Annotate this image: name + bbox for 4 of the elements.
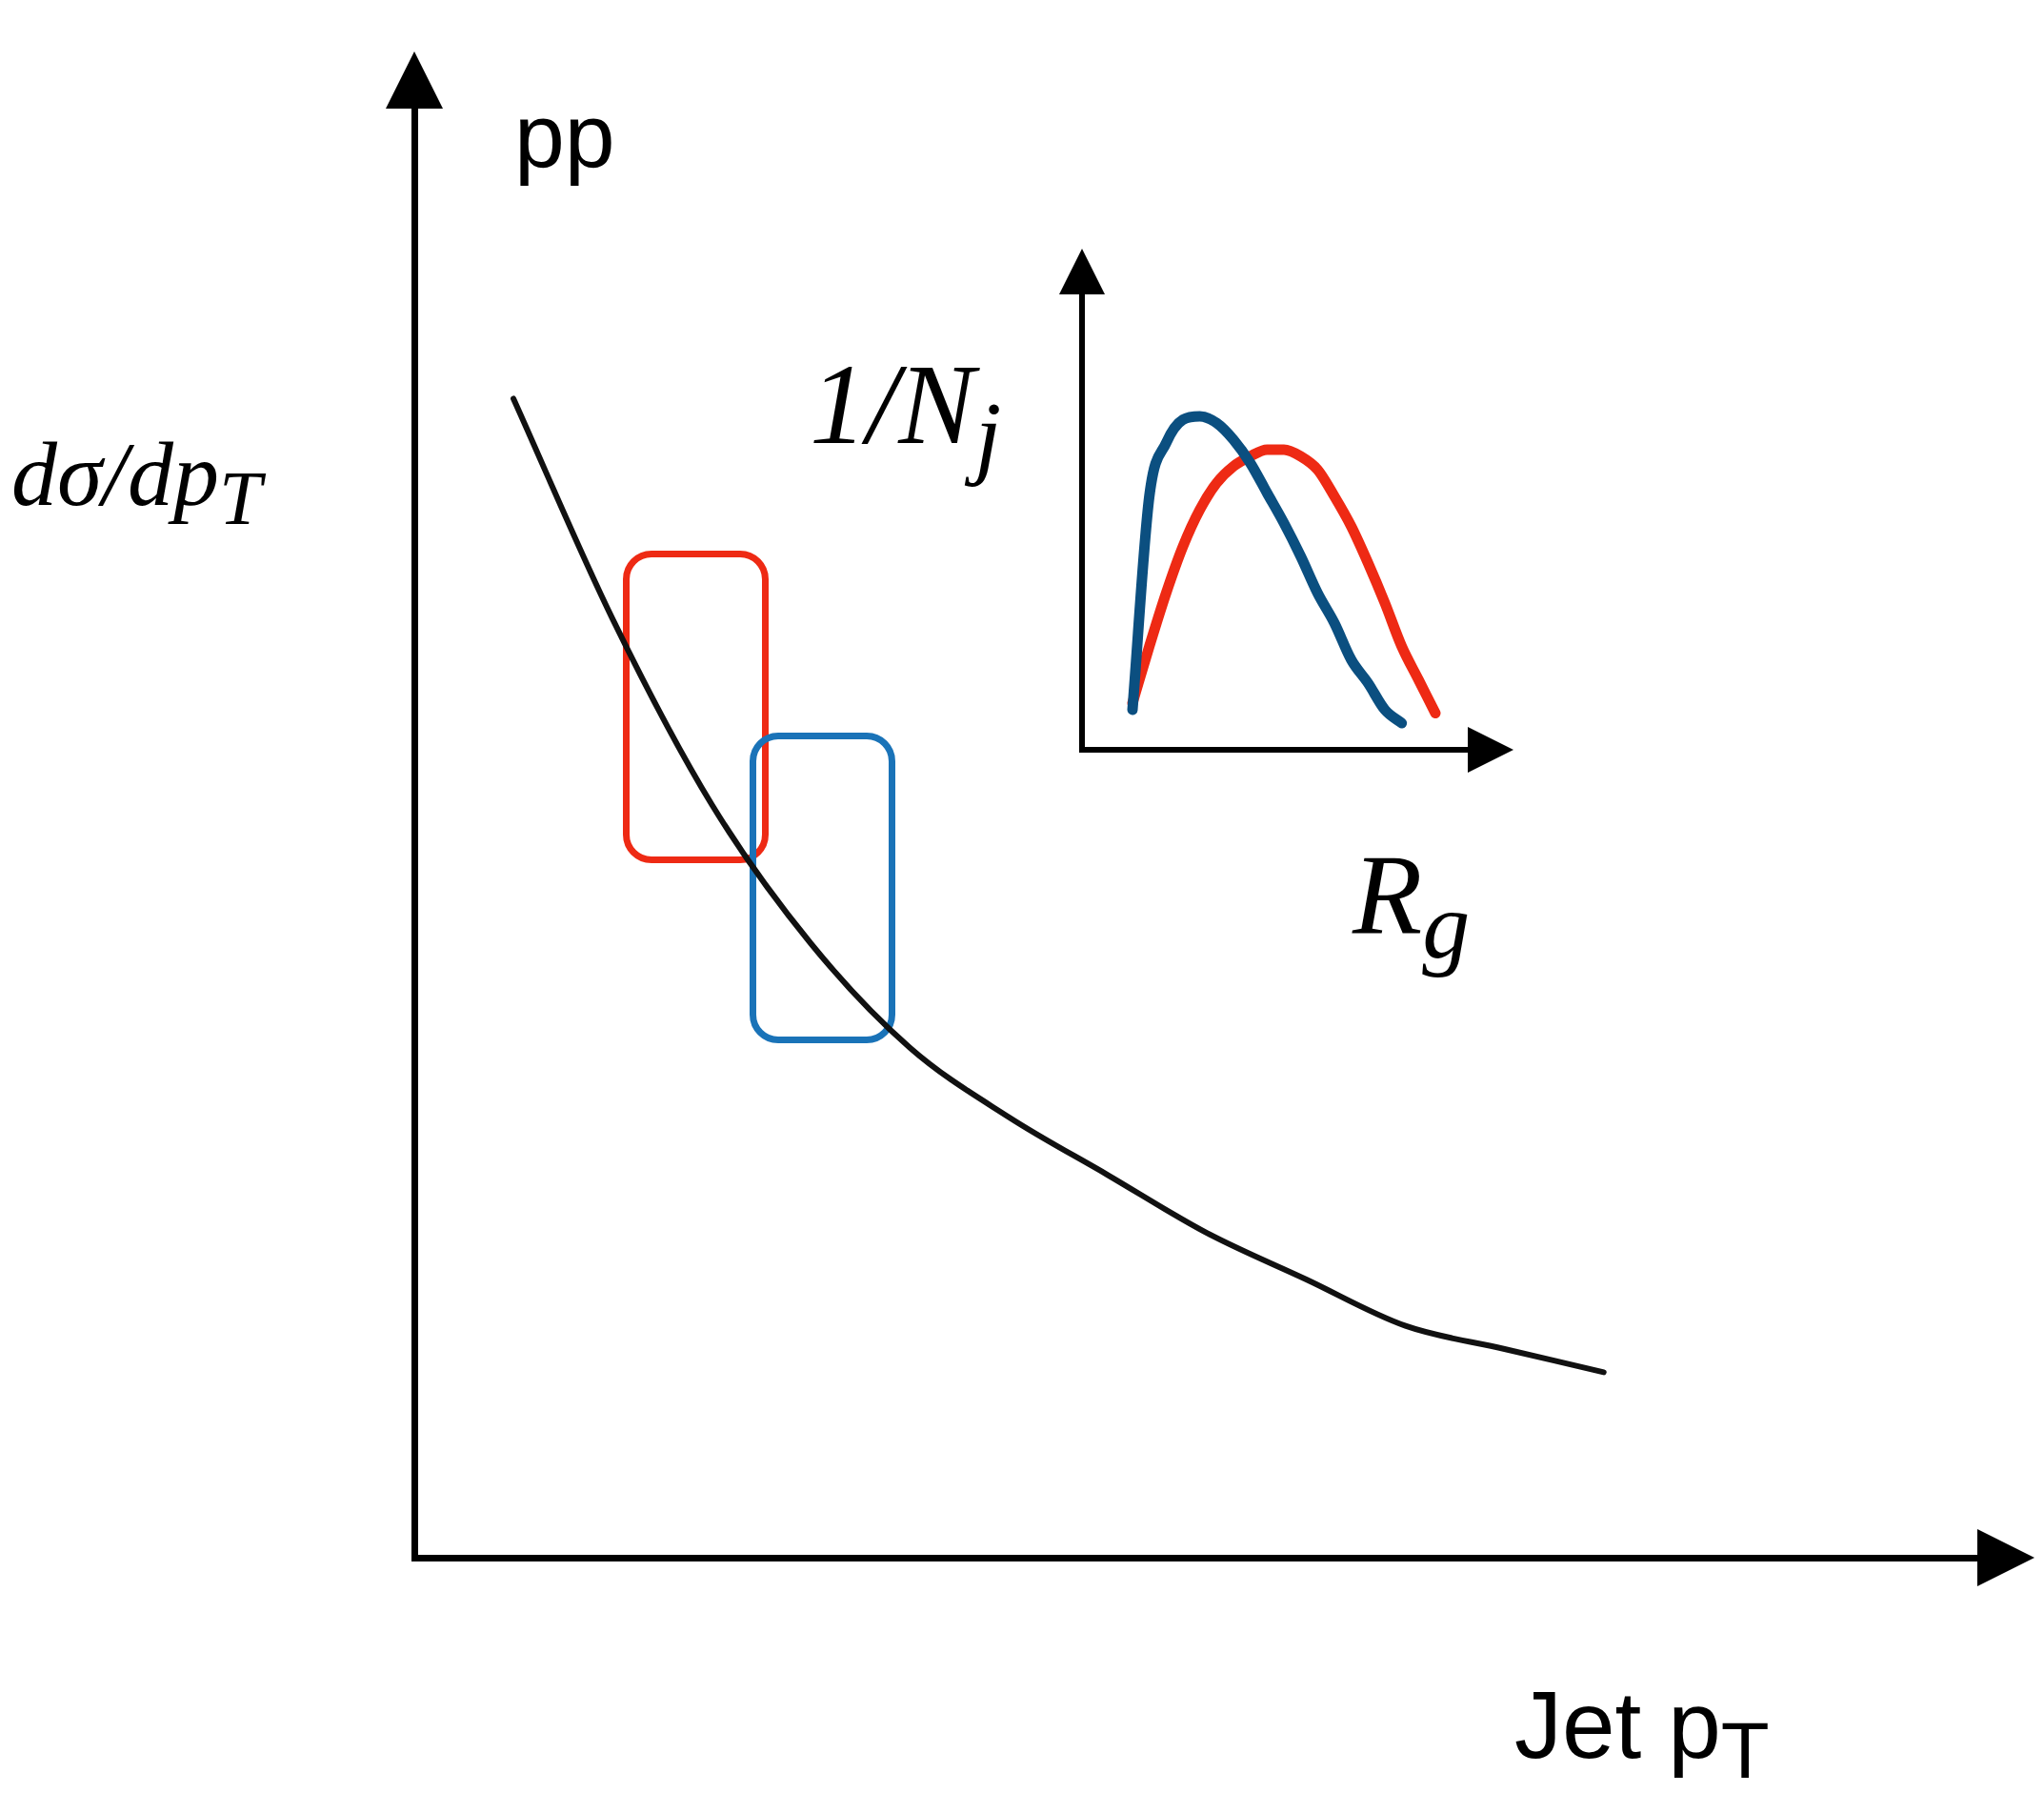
y-axis-title: 1/N$_{j}$ bbox=[810, 341, 1002, 488]
x-axis-title: Jet p$_{T}$ bbox=[1514, 1671, 1770, 1793]
text: pp bbox=[514, 85, 615, 186]
x-axis-title: R$_{g}$ bbox=[1353, 832, 1471, 978]
